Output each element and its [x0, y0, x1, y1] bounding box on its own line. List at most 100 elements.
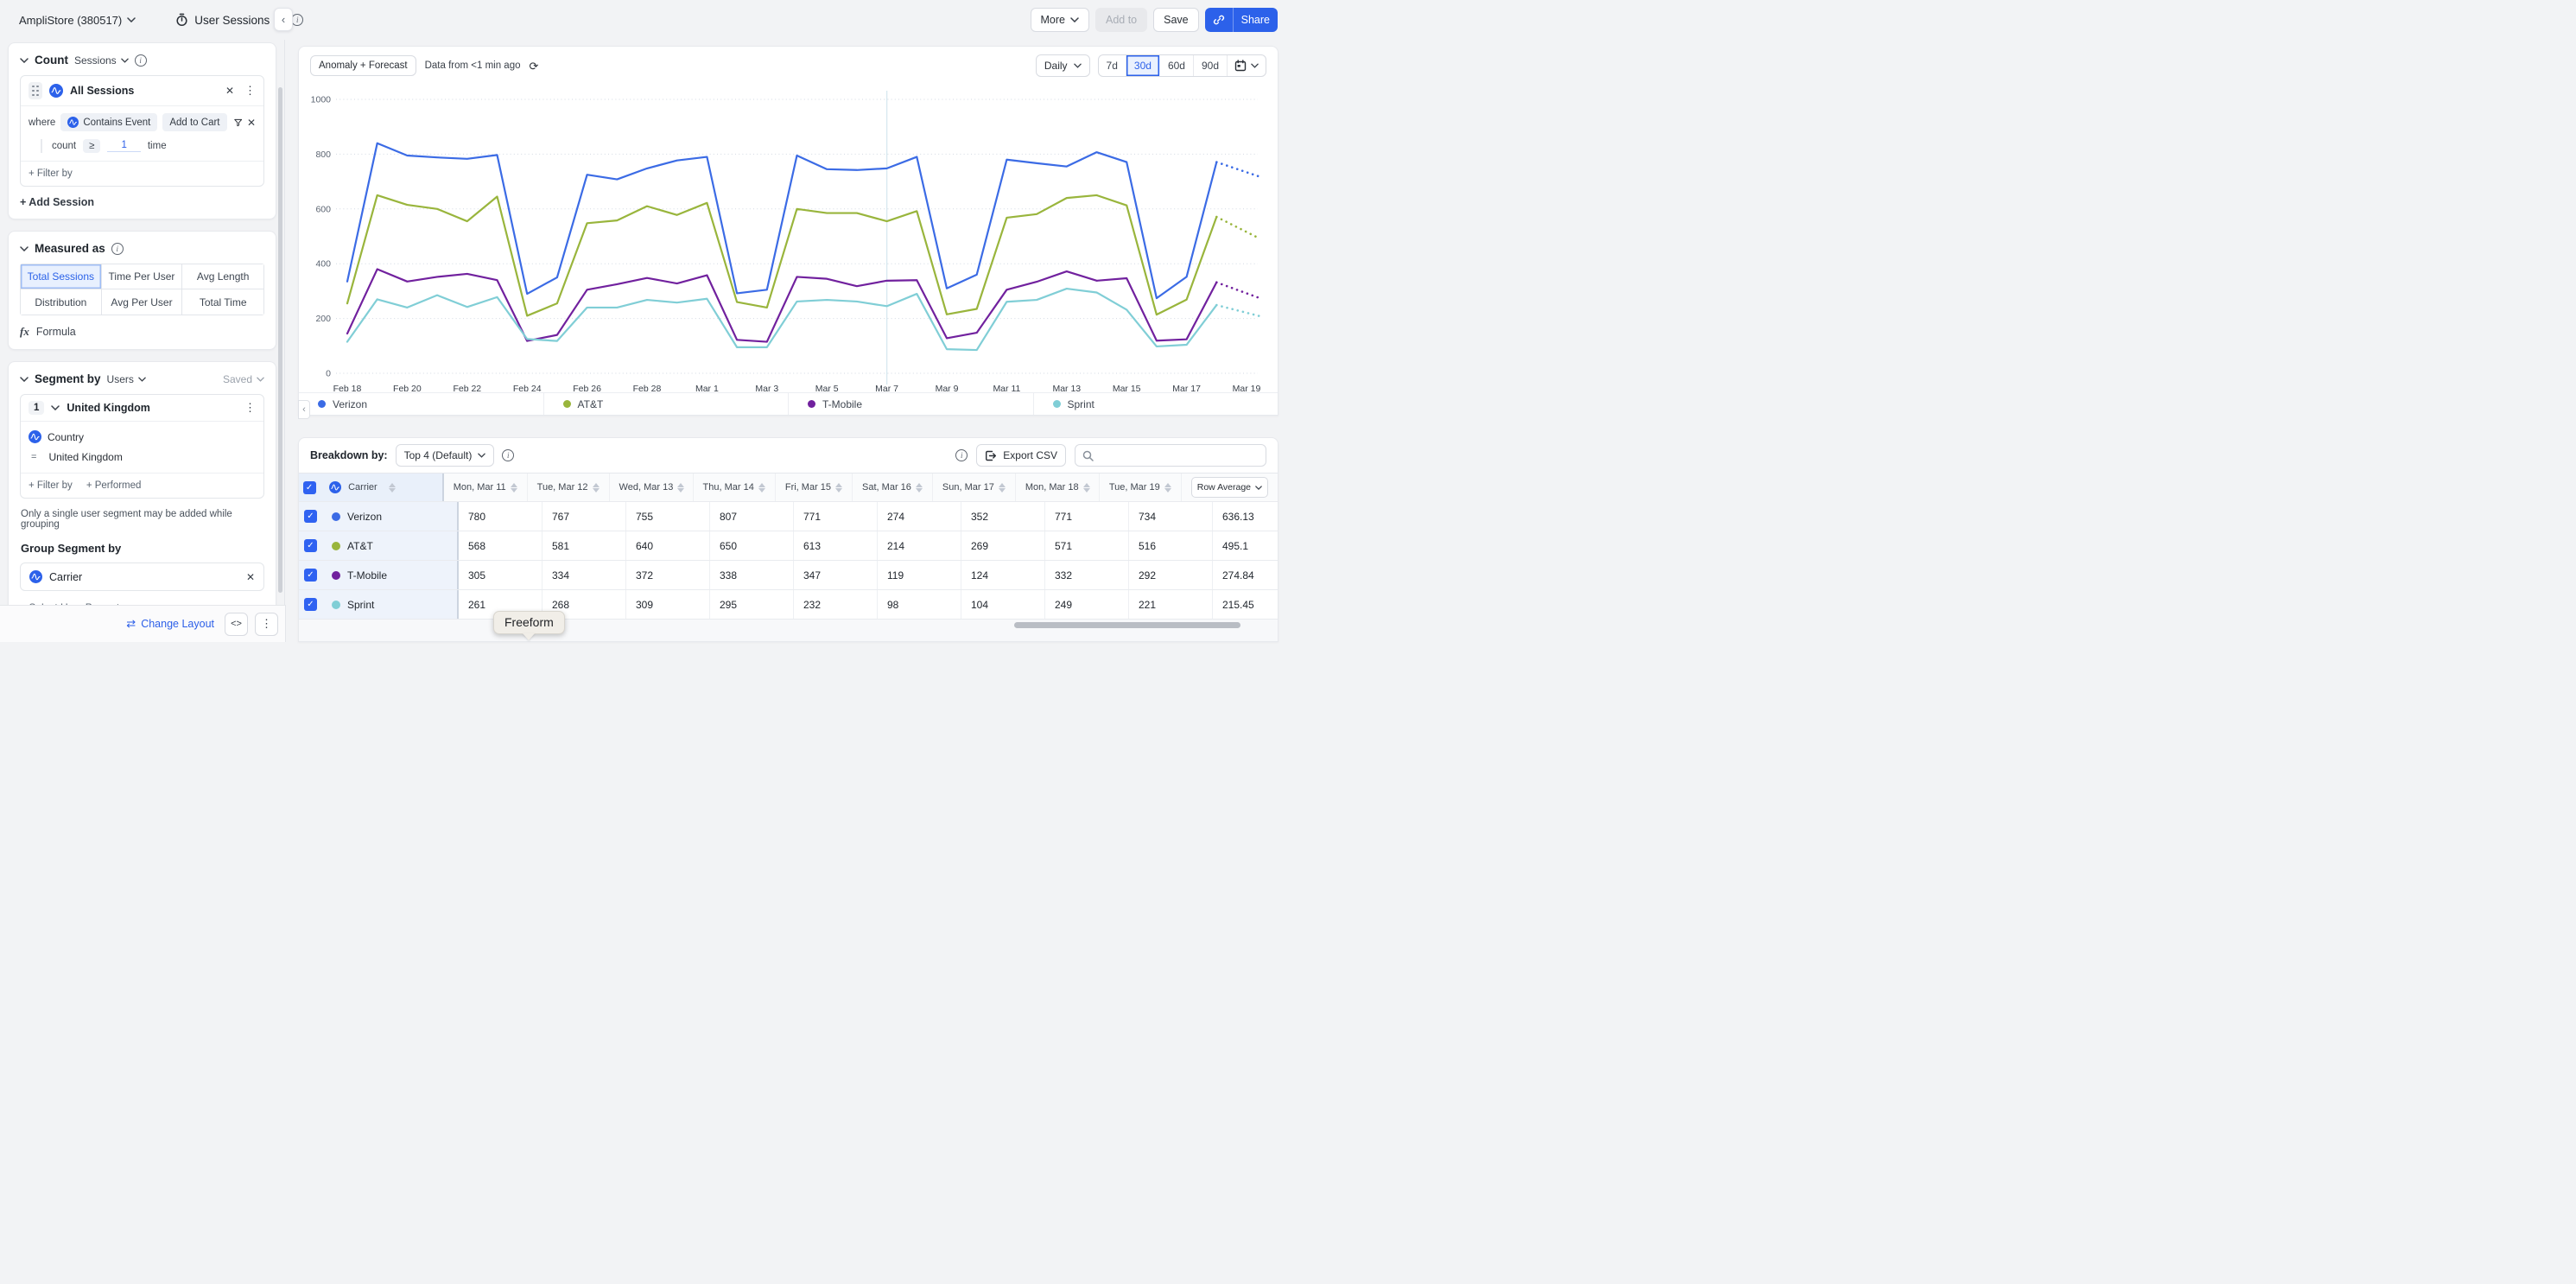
value-cell[interactable]: 124: [961, 561, 1045, 589]
value-cell[interactable]: 352: [961, 502, 1045, 531]
refresh-icon[interactable]: ⟳: [530, 60, 539, 72]
info-icon[interactable]: i: [135, 54, 147, 67]
series-line-sprint[interactable]: [347, 289, 1216, 350]
value-cell[interactable]: 516: [1129, 531, 1213, 560]
info-icon[interactable]: i: [955, 449, 968, 461]
export-csv-button[interactable]: Export CSV: [976, 444, 1066, 467]
value-cell[interactable]: 98: [878, 590, 961, 619]
value-cell[interactable]: 292: [1129, 561, 1213, 589]
segment-property-row[interactable]: Country: [29, 429, 256, 451]
copy-link-button[interactable]: [1205, 8, 1233, 32]
measured-as-option[interactable]: Time Per User: [102, 264, 183, 289]
kebab-menu-icon[interactable]: ⋮: [244, 401, 256, 415]
close-icon[interactable]: ✕: [247, 117, 256, 129]
value-cell[interactable]: 309: [626, 590, 710, 619]
value-cell[interactable]: 119: [878, 561, 961, 589]
formula-button[interactable]: fx Formula: [20, 325, 264, 339]
more-button[interactable]: More: [1031, 8, 1089, 32]
add-session-button[interactable]: + Add Session: [20, 196, 264, 208]
save-button[interactable]: Save: [1153, 8, 1199, 32]
value-cell[interactable]: 767: [542, 502, 626, 531]
close-icon[interactable]: ✕: [225, 85, 234, 97]
segment-add-performed-button[interactable]: + Performed: [86, 480, 142, 491]
row-name-cell[interactable]: Verizon: [322, 502, 459, 531]
top-values-selector[interactable]: Top 4 (Default): [396, 444, 495, 467]
range-button-30d[interactable]: 30d: [1126, 55, 1160, 76]
sort-icon[interactable]: [677, 483, 684, 493]
breakdown-search[interactable]: [1075, 444, 1266, 467]
value-cell[interactable]: 640: [626, 531, 710, 560]
value-cell[interactable]: 568: [459, 531, 542, 560]
search-input[interactable]: [1099, 449, 1259, 461]
report-type-selector[interactable]: User Sessions: [175, 13, 284, 27]
sidebar-kebab-button[interactable]: ⋮: [255, 613, 278, 636]
equals-operator[interactable]: =: [31, 452, 36, 462]
measured-as-option[interactable]: Total Time: [182, 289, 263, 315]
chevron-down-icon[interactable]: [20, 58, 29, 63]
chevron-down-icon[interactable]: [51, 405, 60, 410]
value-cell[interactable]: 338: [710, 561, 794, 589]
project-selector[interactable]: AmpliStore (380517): [19, 14, 136, 27]
table-horizontal-scrollbar[interactable]: [1014, 622, 1240, 628]
header-date-cell[interactable]: Wed, Mar 13: [610, 474, 694, 501]
row-checkbox[interactable]: ✓: [304, 510, 317, 523]
series-line-t-mobile[interactable]: [347, 270, 1216, 342]
sort-icon[interactable]: [1164, 483, 1171, 493]
sort-icon[interactable]: [511, 483, 517, 493]
drag-handle-icon[interactable]: [29, 82, 42, 99]
value-cell[interactable]: 734: [1129, 502, 1213, 531]
row-checkbox[interactable]: ✓: [304, 569, 317, 582]
info-icon[interactable]: i: [291, 14, 303, 26]
add-to-button[interactable]: Add to: [1095, 8, 1147, 32]
value-cell[interactable]: 221: [1129, 590, 1213, 619]
sort-icon[interactable]: [389, 483, 396, 493]
kebab-menu-icon[interactable]: ⋮: [244, 84, 256, 98]
header-date-cell[interactable]: Fri, Mar 15: [776, 474, 853, 501]
header-date-cell[interactable]: Sun, Mar 17: [933, 474, 1016, 501]
legend-item[interactable]: Sprint: [1033, 393, 1278, 415]
value-cell[interactable]: 571: [1045, 531, 1129, 560]
add-filter-button[interactable]: + Filter by: [21, 161, 263, 186]
header-date-cell[interactable]: Sat, Mar 16: [853, 474, 933, 501]
event-name-chip[interactable]: Add to Cart: [162, 113, 226, 131]
value-cell[interactable]: 650: [710, 531, 794, 560]
sort-icon[interactable]: [1083, 483, 1090, 493]
info-icon[interactable]: i: [111, 243, 124, 255]
chevron-down-icon[interactable]: [20, 246, 29, 251]
value-cell[interactable]: 780: [459, 502, 542, 531]
sidebar-scrollbar[interactable]: [278, 87, 282, 593]
sort-icon[interactable]: [916, 483, 923, 493]
filter-funnel-icon[interactable]: [234, 118, 242, 128]
sort-icon[interactable]: [999, 483, 1006, 493]
share-button[interactable]: Share: [1234, 8, 1278, 32]
row-checkbox[interactable]: ✓: [304, 598, 317, 611]
count-entity-selector[interactable]: Sessions: [74, 54, 129, 67]
row-average-selector[interactable]: Row Average: [1191, 477, 1268, 498]
header-group-cell[interactable]: Carrier: [320, 474, 444, 501]
legend-item[interactable]: Verizon: [299, 393, 543, 415]
header-date-cell[interactable]: Mon, Mar 18: [1016, 474, 1100, 501]
series-line-verizon[interactable]: [347, 143, 1216, 298]
chart-canvas[interactable]: 02004006008001000Feb 18Feb 20Feb 22Feb 2…: [299, 80, 1278, 398]
saved-segments-selector[interactable]: Saved: [223, 373, 264, 385]
value-cell[interactable]: 771: [794, 502, 878, 531]
measured-as-option[interactable]: Avg Per User: [102, 289, 183, 315]
collapse-sidebar-button[interactable]: ‹: [274, 8, 293, 31]
series-line-at-t[interactable]: [347, 195, 1216, 315]
range-button-7d[interactable]: 7d: [1099, 55, 1126, 76]
segment-add-filter-button[interactable]: + Filter by: [29, 480, 73, 491]
sort-icon[interactable]: [835, 483, 842, 493]
value-cell[interactable]: 581: [542, 531, 626, 560]
header-date-cell[interactable]: Tue, Mar 12: [528, 474, 610, 501]
legend-item[interactable]: AT&T: [543, 393, 789, 415]
value-cell[interactable]: 249: [1045, 590, 1129, 619]
anomaly-forecast-button[interactable]: Anomaly + Forecast: [310, 55, 416, 76]
count-value-input[interactable]: 1: [107, 140, 140, 152]
value-cell[interactable]: 613: [794, 531, 878, 560]
chevron-down-icon[interactable]: [20, 377, 29, 382]
sort-icon[interactable]: [593, 483, 600, 493]
value-cell[interactable]: 104: [961, 590, 1045, 619]
measured-as-option[interactable]: Avg Length: [182, 264, 263, 289]
value-cell[interactable]: 305: [459, 561, 542, 589]
contains-event-chip[interactable]: Contains Event: [60, 113, 157, 131]
